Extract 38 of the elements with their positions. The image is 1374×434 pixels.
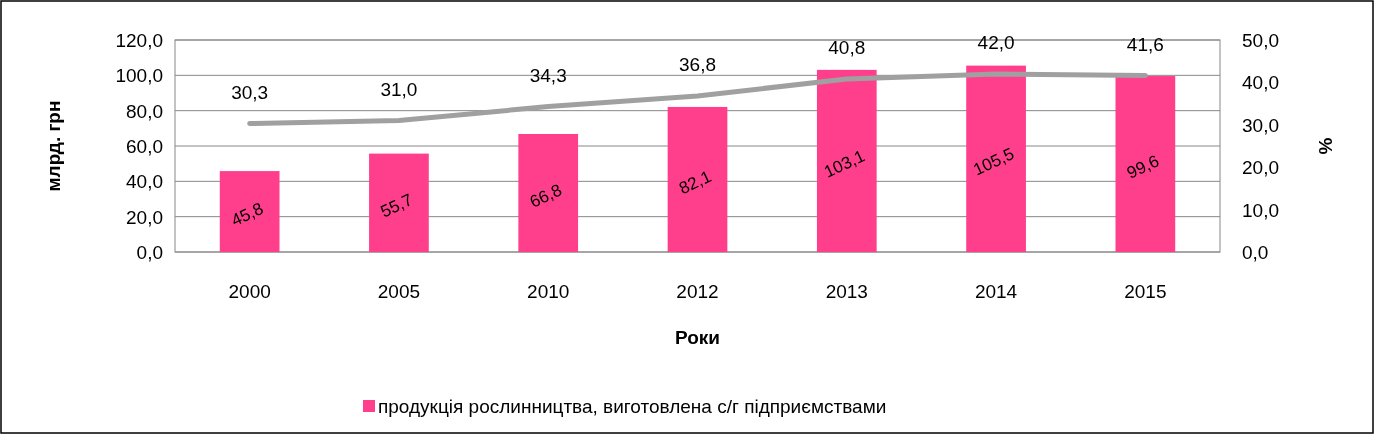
data-label: 82,1 xyxy=(676,166,715,199)
y2-tick-label: 10,0 xyxy=(1242,199,1279,221)
y-tick-label: 100,0 xyxy=(115,65,163,87)
y-tick-label: 40,0 xyxy=(126,171,163,193)
x-tick-label: 2010 xyxy=(527,281,570,302)
data-label: 34,3 xyxy=(529,64,567,86)
data-label: 40,8 xyxy=(828,37,866,59)
x-tick-label: 2005 xyxy=(377,281,421,302)
y-tick-label: 120,0 xyxy=(115,30,163,51)
y2-tick-label: 0,0 xyxy=(1242,242,1269,263)
x-tick-label: 2015 xyxy=(1124,281,1167,302)
data-label: 99,6 xyxy=(1124,151,1163,183)
data-label: 41,6 xyxy=(1126,33,1164,55)
data-label: 36,8 xyxy=(679,53,716,75)
x-tick-label: 2013 xyxy=(825,281,868,302)
y-tick-label: 60,0 xyxy=(126,136,163,157)
y2-tick-label: 20,0 xyxy=(1242,157,1279,179)
data-label: 103,1 xyxy=(821,146,868,182)
data-label: 45,8 xyxy=(228,198,267,231)
y2-axis-title: % xyxy=(1315,137,1336,155)
x-tick-label: 2012 xyxy=(676,281,719,302)
data-label: 105,5 xyxy=(970,144,1018,180)
data-label: 30,3 xyxy=(231,81,269,103)
x-axis-title: Роки xyxy=(675,327,720,348)
legend-label: продукція рослинництва, виготовлена с/г підприємствами xyxy=(378,396,887,417)
y2-tick-label: 30,0 xyxy=(1242,114,1279,136)
data-label: 55,7 xyxy=(377,190,416,222)
y2-tick-label: 50,0 xyxy=(1242,30,1279,51)
data-label: 66,8 xyxy=(526,180,565,212)
y2-tick-label: 40,0 xyxy=(1242,72,1279,94)
data-label: 31,0 xyxy=(380,78,418,100)
x-tick-label: 2014 xyxy=(974,281,1018,302)
y-tick-label: 0,0 xyxy=(136,242,163,263)
y-tick-label: 80,0 xyxy=(126,100,163,122)
y-axis-title: млрд. грн xyxy=(43,100,64,192)
y-tick-label: 20,0 xyxy=(126,206,163,228)
x-tick-label: 2000 xyxy=(228,281,271,302)
data-label: 42,0 xyxy=(977,31,1015,53)
